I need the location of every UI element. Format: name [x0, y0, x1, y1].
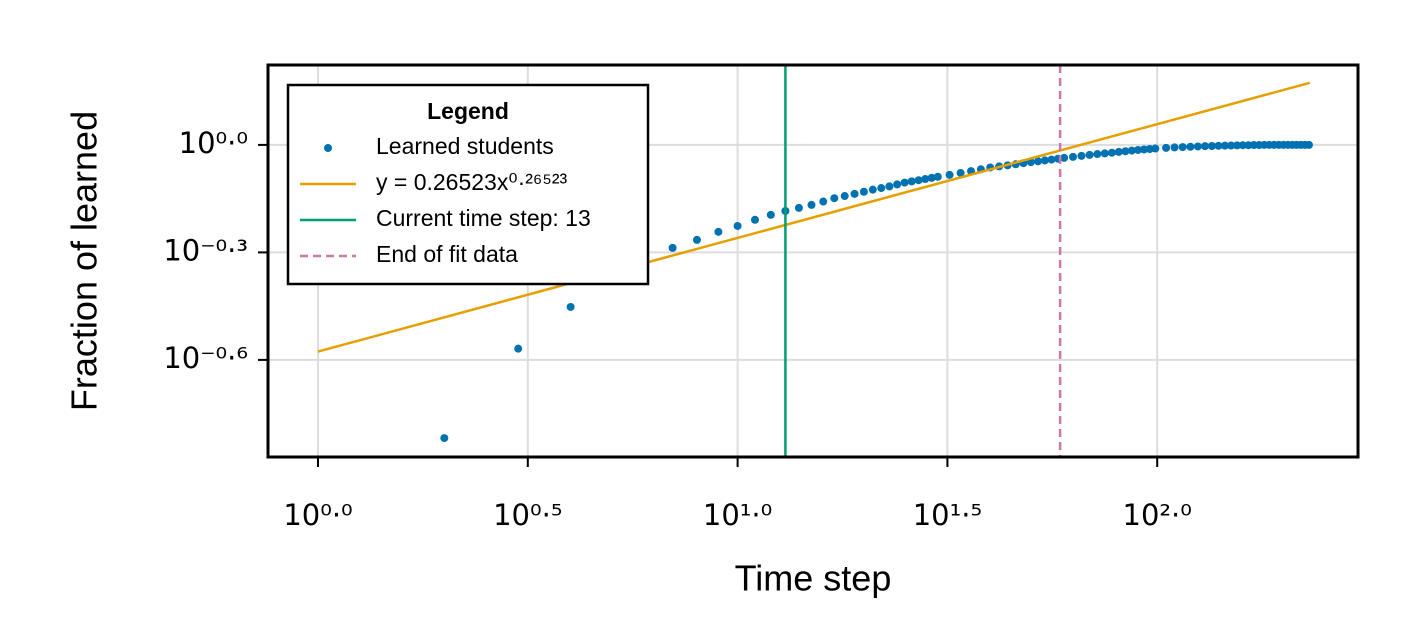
data-point: [1085, 150, 1094, 159]
data-point: [1133, 145, 1142, 154]
data-point: [1100, 149, 1109, 158]
data-point: [692, 235, 701, 244]
data-point: [1220, 141, 1229, 150]
legend-marker: [324, 144, 332, 152]
data-point: [830, 194, 839, 203]
data-point: [1170, 143, 1179, 152]
data-point: [927, 173, 936, 182]
x-tick-label: 10⁰·⁵: [493, 498, 562, 532]
data-point: [859, 187, 868, 196]
data-point: [893, 180, 902, 189]
y-tick-label: 10⁻⁰·⁶: [163, 341, 248, 375]
data-point: [885, 182, 894, 191]
data-point: [1077, 151, 1086, 160]
data-point: [1151, 144, 1160, 153]
data-point: [668, 243, 677, 252]
data-point: [1047, 155, 1056, 164]
data-point: [1127, 146, 1136, 155]
data-point: [1233, 141, 1242, 150]
data-point: [877, 184, 886, 193]
data-point: [1207, 141, 1216, 150]
legend-label: y = 0.26523x⁰·²⁶⁵²³: [376, 169, 568, 195]
y-axis-label: Fraction of learned: [64, 111, 105, 411]
data-point: [1162, 143, 1171, 152]
data-point: [1304, 140, 1313, 149]
x-tick-label: 10¹·⁰: [703, 498, 772, 532]
data-point: [1139, 145, 1148, 154]
plot-area: [317, 65, 1313, 457]
data-point: [1114, 147, 1123, 156]
data-point: [956, 168, 965, 177]
data-point: [945, 170, 954, 179]
data-point: [840, 192, 849, 201]
data-point: [1214, 141, 1223, 150]
data-point: [1060, 153, 1069, 162]
data-point: [921, 175, 930, 184]
x-tick-label: 10⁰·⁰: [283, 498, 352, 532]
data-point: [1040, 156, 1049, 165]
data-point: [566, 302, 575, 311]
data-point: [794, 203, 803, 212]
data-point: [733, 221, 742, 230]
data-point: [907, 177, 916, 186]
data-point: [1121, 147, 1130, 156]
x-tick-label: 10¹·⁵: [913, 498, 982, 532]
data-point: [850, 189, 859, 198]
plot-frame: [266, 63, 1360, 459]
legend-label: End of fit data: [376, 241, 518, 267]
data-point: [1034, 157, 1043, 166]
legend-label: Current time step: 13: [376, 205, 591, 231]
x-axis-label: Time step: [735, 558, 892, 599]
data-point: [1227, 141, 1236, 150]
data-point: [1193, 142, 1202, 151]
fit-line: [317, 81, 1311, 353]
legend-title: Legend: [427, 98, 509, 124]
data-point: [1107, 148, 1116, 157]
data-point: [1238, 141, 1247, 150]
data-point: [714, 227, 723, 236]
data-point: [933, 172, 942, 181]
legend-label: Learned students: [376, 133, 554, 159]
data-point: [1069, 152, 1078, 161]
data-point: [766, 210, 775, 219]
data-point: [750, 215, 759, 224]
y-tick-label: 10⁰·⁰: [179, 126, 248, 160]
data-point: [1201, 142, 1210, 151]
data-point: [1178, 143, 1187, 152]
data-point: [819, 197, 828, 206]
data-point: [900, 178, 909, 187]
data-point: [1093, 150, 1102, 159]
data-point: [1186, 142, 1195, 151]
y-tick-label: 10⁻⁰·³: [163, 233, 248, 267]
x-tick-label: 10²·⁰: [1123, 498, 1192, 532]
data-point: [440, 434, 449, 443]
data-point: [868, 185, 877, 194]
data-point: [914, 176, 923, 185]
data-point: [807, 200, 816, 209]
data-point: [514, 344, 523, 353]
